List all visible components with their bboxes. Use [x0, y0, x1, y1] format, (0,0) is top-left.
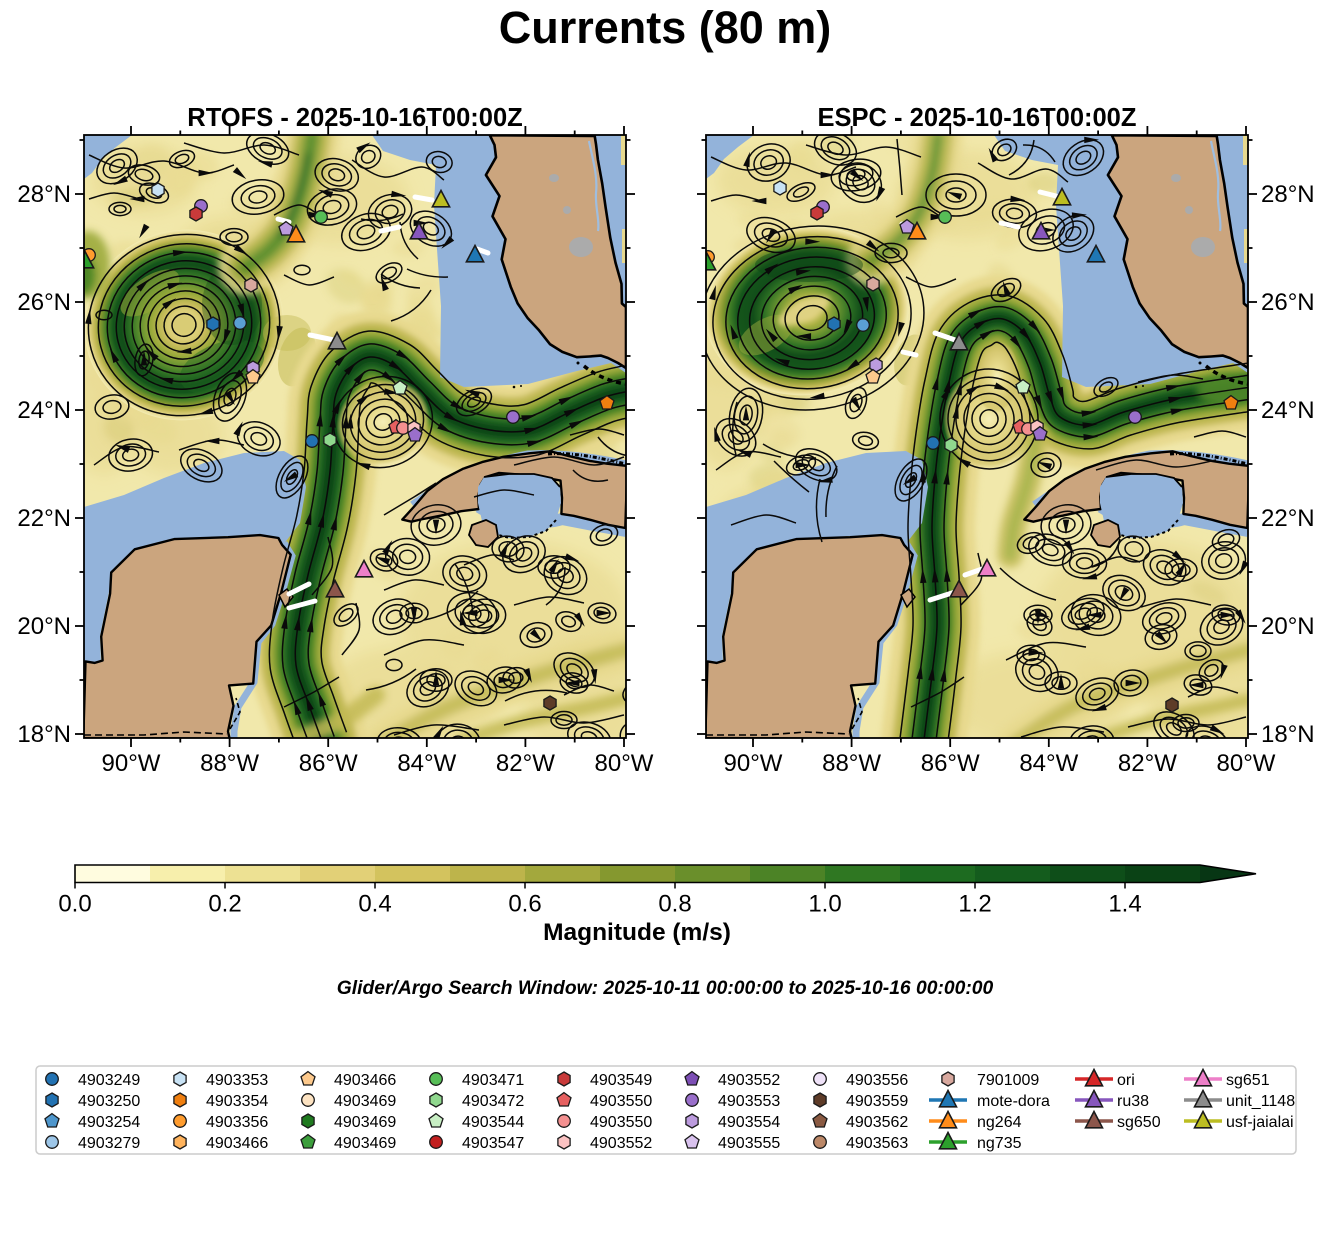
svg-text:22°N: 22°N [1261, 505, 1315, 532]
svg-text:18°N: 18°N [17, 721, 71, 748]
svg-text:ori: ori [1117, 1072, 1135, 1089]
svg-text:Currents (80 m): Currents (80 m) [499, 2, 832, 53]
svg-text:4903249: 4903249 [78, 1072, 140, 1089]
svg-text:26°N: 26°N [17, 289, 71, 316]
svg-text:20°N: 20°N [1261, 613, 1315, 640]
svg-text:usf-jaialai: usf-jaialai [1226, 1114, 1294, 1131]
svg-text:4903547: 4903547 [462, 1135, 524, 1152]
svg-text:4903562: 4903562 [846, 1114, 908, 1131]
svg-text:4903556: 4903556 [846, 1072, 908, 1089]
svg-text:4903544: 4903544 [462, 1114, 524, 1131]
svg-text:ng735: ng735 [977, 1135, 1022, 1152]
svg-text:82°W: 82°W [1118, 750, 1177, 777]
svg-text:80°W: 80°W [1217, 750, 1276, 777]
svg-text:0.0: 0.0 [58, 891, 91, 918]
svg-text:4903550: 4903550 [590, 1114, 652, 1131]
svg-text:4903552: 4903552 [718, 1072, 780, 1089]
svg-text:RTOFS - 2025-10-16T00:00Z: RTOFS - 2025-10-16T00:00Z [187, 104, 522, 132]
svg-text:24°N: 24°N [17, 397, 71, 424]
svg-text:18°N: 18°N [1261, 721, 1315, 748]
svg-text:4903469: 4903469 [334, 1114, 396, 1131]
svg-text:ng264: ng264 [977, 1114, 1022, 1131]
svg-text:86°W: 86°W [299, 750, 358, 777]
svg-text:4903466: 4903466 [334, 1072, 396, 1089]
svg-text:4903471: 4903471 [462, 1072, 524, 1089]
svg-text:Magnitude (m/s): Magnitude (m/s) [543, 919, 731, 946]
svg-text:0.8: 0.8 [658, 891, 691, 918]
svg-text:4903466: 4903466 [206, 1135, 268, 1152]
svg-text:unit_1148: unit_1148 [1226, 1093, 1295, 1110]
svg-text:4903472: 4903472 [462, 1093, 524, 1110]
svg-text:4903354: 4903354 [206, 1093, 268, 1110]
svg-text:0.2: 0.2 [208, 891, 241, 918]
svg-text:4903559: 4903559 [846, 1093, 908, 1110]
svg-text:86°W: 86°W [921, 750, 980, 777]
svg-text:88°W: 88°W [200, 750, 259, 777]
svg-text:Glider/Argo Search Window: 202: Glider/Argo Search Window: 2025-10-11 00… [337, 978, 994, 999]
svg-text:0.4: 0.4 [358, 891, 391, 918]
svg-text:4903254: 4903254 [78, 1114, 140, 1131]
svg-text:4903549: 4903549 [590, 1072, 652, 1089]
svg-text:4903353: 4903353 [206, 1072, 268, 1089]
svg-text:0.6: 0.6 [508, 891, 541, 918]
svg-text:4903553: 4903553 [718, 1093, 780, 1110]
svg-text:84°W: 84°W [1019, 750, 1078, 777]
svg-text:4903356: 4903356 [206, 1114, 268, 1131]
svg-text:4903469: 4903469 [334, 1093, 396, 1110]
svg-text:88°W: 88°W [822, 750, 881, 777]
svg-text:22°N: 22°N [17, 505, 71, 532]
svg-text:28°N: 28°N [1261, 181, 1315, 208]
svg-text:1.4: 1.4 [1108, 891, 1141, 918]
svg-text:1.0: 1.0 [808, 891, 841, 918]
svg-text:90°W: 90°W [102, 750, 161, 777]
svg-text:82°W: 82°W [496, 750, 555, 777]
svg-text:4903552: 4903552 [590, 1135, 652, 1152]
svg-text:1.2: 1.2 [958, 891, 991, 918]
svg-text:80°W: 80°W [595, 750, 654, 777]
svg-text:sg650: sg650 [1117, 1114, 1161, 1131]
svg-text:sg651: sg651 [1226, 1072, 1270, 1089]
svg-text:20°N: 20°N [17, 613, 71, 640]
svg-text:4903279: 4903279 [78, 1135, 140, 1152]
svg-text:4903563: 4903563 [846, 1135, 908, 1152]
svg-text:90°W: 90°W [724, 750, 783, 777]
svg-text:84°W: 84°W [397, 750, 456, 777]
svg-text:24°N: 24°N [1261, 397, 1315, 424]
svg-text:26°N: 26°N [1261, 289, 1315, 316]
svg-text:mote-dora: mote-dora [977, 1093, 1050, 1110]
svg-text:7901009: 7901009 [977, 1072, 1039, 1089]
svg-text:ESPC - 2025-10-16T00:00Z: ESPC - 2025-10-16T00:00Z [818, 104, 1137, 132]
svg-text:4903555: 4903555 [718, 1135, 780, 1152]
svg-text:4903469: 4903469 [334, 1135, 396, 1152]
svg-text:4903554: 4903554 [718, 1114, 780, 1131]
svg-text:4903250: 4903250 [78, 1093, 140, 1110]
svg-text:ru38: ru38 [1117, 1093, 1149, 1110]
svg-text:4903550: 4903550 [590, 1093, 652, 1110]
svg-text:28°N: 28°N [17, 181, 71, 208]
